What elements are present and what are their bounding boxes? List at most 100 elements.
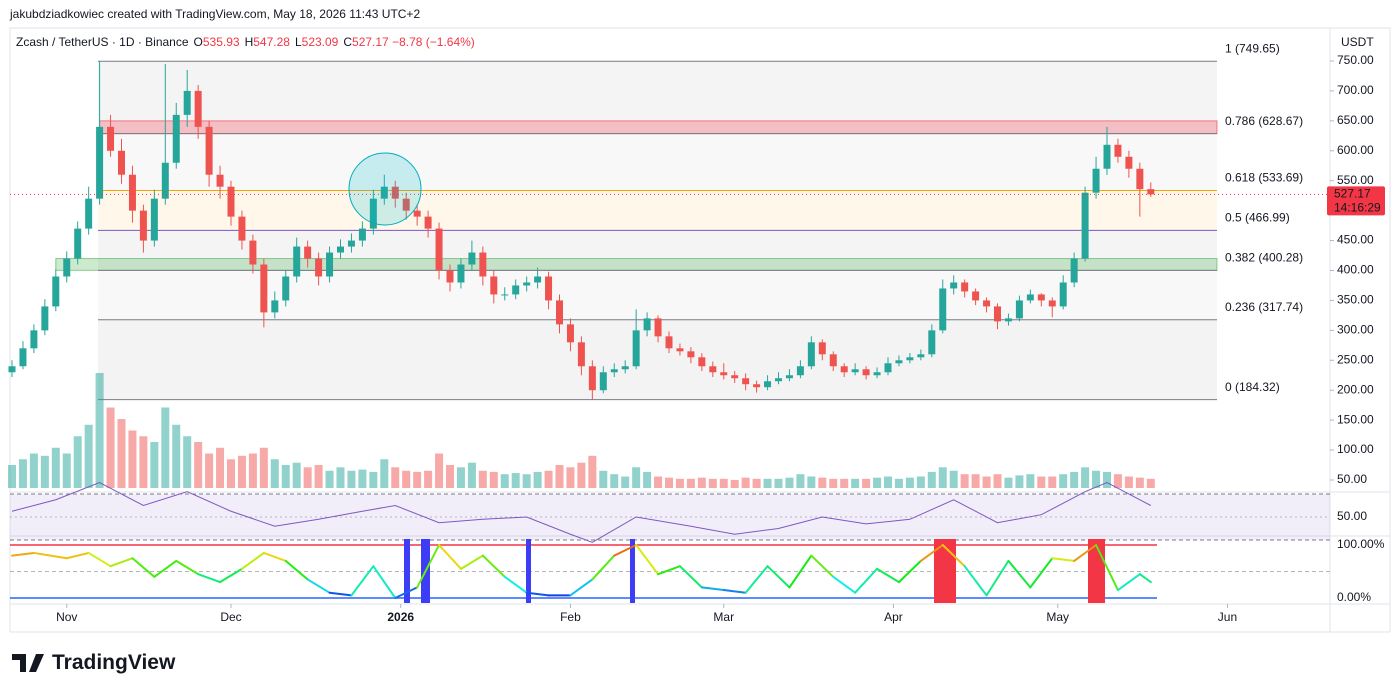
candle-body bbox=[950, 282, 958, 289]
candle-body bbox=[862, 369, 870, 376]
volume-bar bbox=[62, 453, 71, 488]
stoch-segment bbox=[744, 565, 769, 594]
stoch-segment bbox=[788, 554, 813, 589]
candle-body bbox=[260, 264, 268, 313]
volume-bar bbox=[708, 478, 717, 488]
volume-bar bbox=[128, 430, 137, 488]
zone bbox=[55, 258, 1218, 271]
volume-bar bbox=[599, 470, 608, 488]
volume-bar bbox=[840, 478, 849, 488]
candle-body bbox=[216, 174, 224, 187]
candle-body bbox=[939, 288, 947, 331]
signal bbox=[630, 539, 635, 603]
volume-bar bbox=[456, 467, 465, 488]
volume-bar bbox=[610, 474, 619, 488]
volume-bar bbox=[1070, 471, 1079, 488]
volume-bar bbox=[905, 477, 914, 488]
volume-bar bbox=[763, 478, 772, 488]
stoch-segment bbox=[897, 559, 922, 584]
candle-body bbox=[753, 384, 761, 388]
stoch-segment bbox=[306, 578, 331, 594]
stoch-segment bbox=[350, 565, 375, 597]
stoch-segment bbox=[262, 551, 287, 562]
stoch-segment bbox=[1138, 573, 1152, 584]
stoch-segment bbox=[175, 559, 200, 576]
volume-bar bbox=[1103, 471, 1111, 488]
candle-body bbox=[490, 276, 498, 295]
stoch-segment bbox=[416, 544, 441, 589]
candle-body bbox=[1136, 168, 1144, 190]
candle-body bbox=[8, 366, 16, 373]
volume-bar bbox=[106, 407, 115, 488]
volume-bar bbox=[774, 478, 783, 488]
volume-bar bbox=[971, 474, 980, 488]
candle-body bbox=[764, 381, 772, 388]
volume-bar bbox=[785, 477, 794, 488]
volume-bar bbox=[1113, 474, 1122, 488]
stoch-segment bbox=[525, 591, 550, 597]
y-tick-label: 50.00 bbox=[1337, 472, 1367, 486]
overlay: 1 (749.65) 0.786 (628.67) 0.618 (533.69) 0.… bbox=[11, 35, 1385, 624]
stoch-segment bbox=[459, 554, 484, 570]
stoch-segment bbox=[1073, 544, 1098, 562]
stoch-segment bbox=[1095, 544, 1119, 592]
volume-bar bbox=[1124, 476, 1133, 488]
candle-body bbox=[556, 300, 563, 325]
ohlc-value: 527.17 bbox=[352, 35, 389, 49]
stoch-segment bbox=[832, 575, 857, 594]
change: −8.78 (−1.64%) bbox=[392, 35, 475, 49]
volume-bar bbox=[522, 474, 531, 488]
fib-band bbox=[98, 133, 1217, 191]
volume-bar bbox=[533, 471, 542, 488]
currency: USDT bbox=[1341, 35, 1374, 49]
stoch-segment bbox=[503, 575, 528, 594]
y-tick-label: 700.00 bbox=[1337, 83, 1374, 97]
volume-bar bbox=[1092, 470, 1101, 488]
volume-bar bbox=[73, 436, 82, 488]
candle-body bbox=[435, 228, 443, 271]
volume-bar bbox=[95, 373, 104, 488]
candle-body bbox=[249, 240, 257, 265]
candle-body bbox=[282, 276, 290, 301]
volume-bar bbox=[227, 459, 235, 488]
volume-bar bbox=[489, 471, 498, 488]
volume-bar bbox=[894, 478, 903, 488]
candle-body bbox=[194, 90, 202, 127]
stoch-segment bbox=[678, 565, 703, 589]
candle-body bbox=[906, 357, 914, 361]
volume-bar bbox=[336, 467, 345, 488]
volume-bar bbox=[960, 474, 969, 488]
candle-body bbox=[347, 240, 355, 247]
candle-body bbox=[107, 126, 115, 151]
volume-bar bbox=[927, 471, 936, 488]
candle-body bbox=[457, 264, 465, 283]
volume-bar bbox=[829, 478, 838, 488]
stoch-segment bbox=[328, 591, 353, 597]
volume-bar bbox=[358, 469, 367, 488]
volume-bar bbox=[478, 470, 487, 488]
volume-bar bbox=[292, 462, 301, 488]
y-tick-label: 250.00 bbox=[1337, 352, 1374, 366]
x-tick-label: Mar bbox=[713, 610, 734, 624]
stoch-segment bbox=[569, 578, 594, 597]
candle-body bbox=[1081, 192, 1089, 259]
candle-body bbox=[829, 354, 837, 367]
volume-bar bbox=[435, 453, 444, 488]
volume-bar bbox=[654, 476, 663, 488]
stoch-segment bbox=[372, 565, 397, 599]
y-tick-label: 550.00 bbox=[1337, 173, 1374, 187]
stoch-segment bbox=[394, 586, 419, 599]
y-tick-label: 400.00 bbox=[1337, 263, 1374, 277]
candle-body bbox=[19, 348, 27, 367]
stoch-segment bbox=[11, 551, 35, 557]
candle-body bbox=[1070, 258, 1078, 283]
volume-bar bbox=[402, 470, 411, 488]
candle-body bbox=[654, 318, 662, 337]
candle-body bbox=[577, 342, 585, 367]
y-tick-label: 150.00 bbox=[1337, 412, 1374, 426]
stoch-segment bbox=[700, 586, 725, 592]
candle-body bbox=[972, 291, 980, 301]
candle-body bbox=[1004, 318, 1012, 322]
candle-body bbox=[118, 150, 125, 175]
stoch-segment bbox=[1116, 573, 1141, 592]
